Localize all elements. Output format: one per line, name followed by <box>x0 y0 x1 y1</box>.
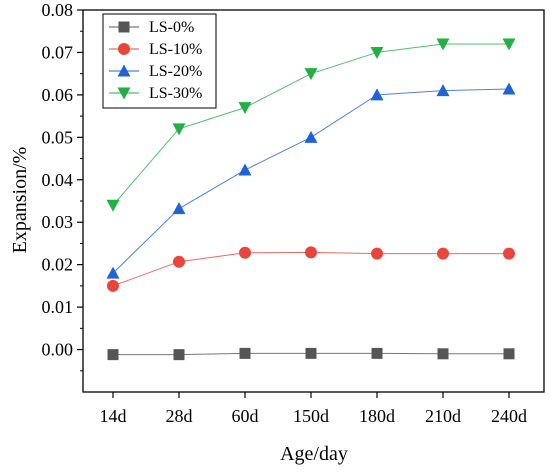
legend-marker-ls-30pct <box>117 87 131 100</box>
point-ls-10pct <box>503 247 515 260</box>
legend-marker-ls-0pct <box>118 21 130 33</box>
y-tick-label: 0.05 <box>42 127 74 147</box>
point-ls-0pct <box>503 348 515 360</box>
point-ls-0pct <box>305 347 317 359</box>
point-ls-20pct <box>304 130 318 143</box>
point-ls-20pct <box>172 202 186 215</box>
point-ls-10pct <box>239 246 251 259</box>
x-tick-label: 210d <box>425 406 461 426</box>
point-ls-10pct <box>371 247 383 260</box>
legend-label-ls-30pct: LS-30% <box>149 85 202 102</box>
point-ls-10pct <box>437 247 449 260</box>
point-ls-30pct <box>238 102 252 115</box>
y-tick-label: 0.03 <box>42 212 74 232</box>
point-ls-10pct <box>305 246 317 259</box>
legend-marker-ls-20pct <box>117 64 131 77</box>
point-ls-0pct <box>239 347 251 359</box>
point-ls-30pct <box>502 38 516 51</box>
point-ls-20pct <box>106 266 120 279</box>
point-ls-20pct <box>436 84 450 97</box>
point-ls-0pct <box>107 349 119 361</box>
point-ls-30pct <box>370 46 384 59</box>
x-tick-label: 14d <box>100 406 127 426</box>
x-tick-label: 60d <box>232 406 259 426</box>
legend-label-ls-0pct: LS-0% <box>149 19 194 36</box>
series-line-ls-20pct <box>112 88 510 274</box>
point-ls-10pct <box>107 279 119 292</box>
point-ls-20pct <box>502 82 516 95</box>
y-axis-title: Expansion/% <box>9 147 31 254</box>
point-ls-0pct <box>173 349 185 361</box>
legend-label-ls-10pct: LS-10% <box>149 41 202 58</box>
legend-label-ls-20pct: LS-20% <box>149 63 202 80</box>
x-tick-label: 180d <box>359 406 395 426</box>
point-ls-30pct <box>172 123 186 136</box>
y-tick-label: 0.04 <box>42 170 74 190</box>
point-ls-0pct <box>437 348 449 360</box>
x-tick-label: 150d <box>293 406 329 426</box>
y-tick-label: 0.01 <box>42 297 74 317</box>
x-tick-label: 28d <box>166 406 193 426</box>
y-tick-label: 0.06 <box>42 85 74 105</box>
legend-marker-ls-10pct <box>118 43 130 55</box>
x-axis-title: Age/day <box>280 443 348 465</box>
y-tick-label: 0.00 <box>42 340 74 360</box>
point-ls-20pct <box>238 163 252 176</box>
y-tick-label: 0.02 <box>42 255 74 275</box>
plot-area: 0.00 0.01 0.02 0.03 0.04 0.05 0.06 0.07 0.08 14d 2… <box>42 0 545 426</box>
point-ls-0pct <box>371 347 383 359</box>
point-ls-20pct <box>370 88 384 101</box>
y-tick-label: 0.07 <box>42 42 74 62</box>
y-tick-label: 0.08 <box>42 0 74 20</box>
point-ls-10pct <box>173 255 185 268</box>
x-tick-label: 240d <box>491 406 527 426</box>
point-ls-30pct <box>436 38 450 51</box>
point-ls-30pct <box>304 68 318 81</box>
point-ls-30pct <box>106 199 120 212</box>
